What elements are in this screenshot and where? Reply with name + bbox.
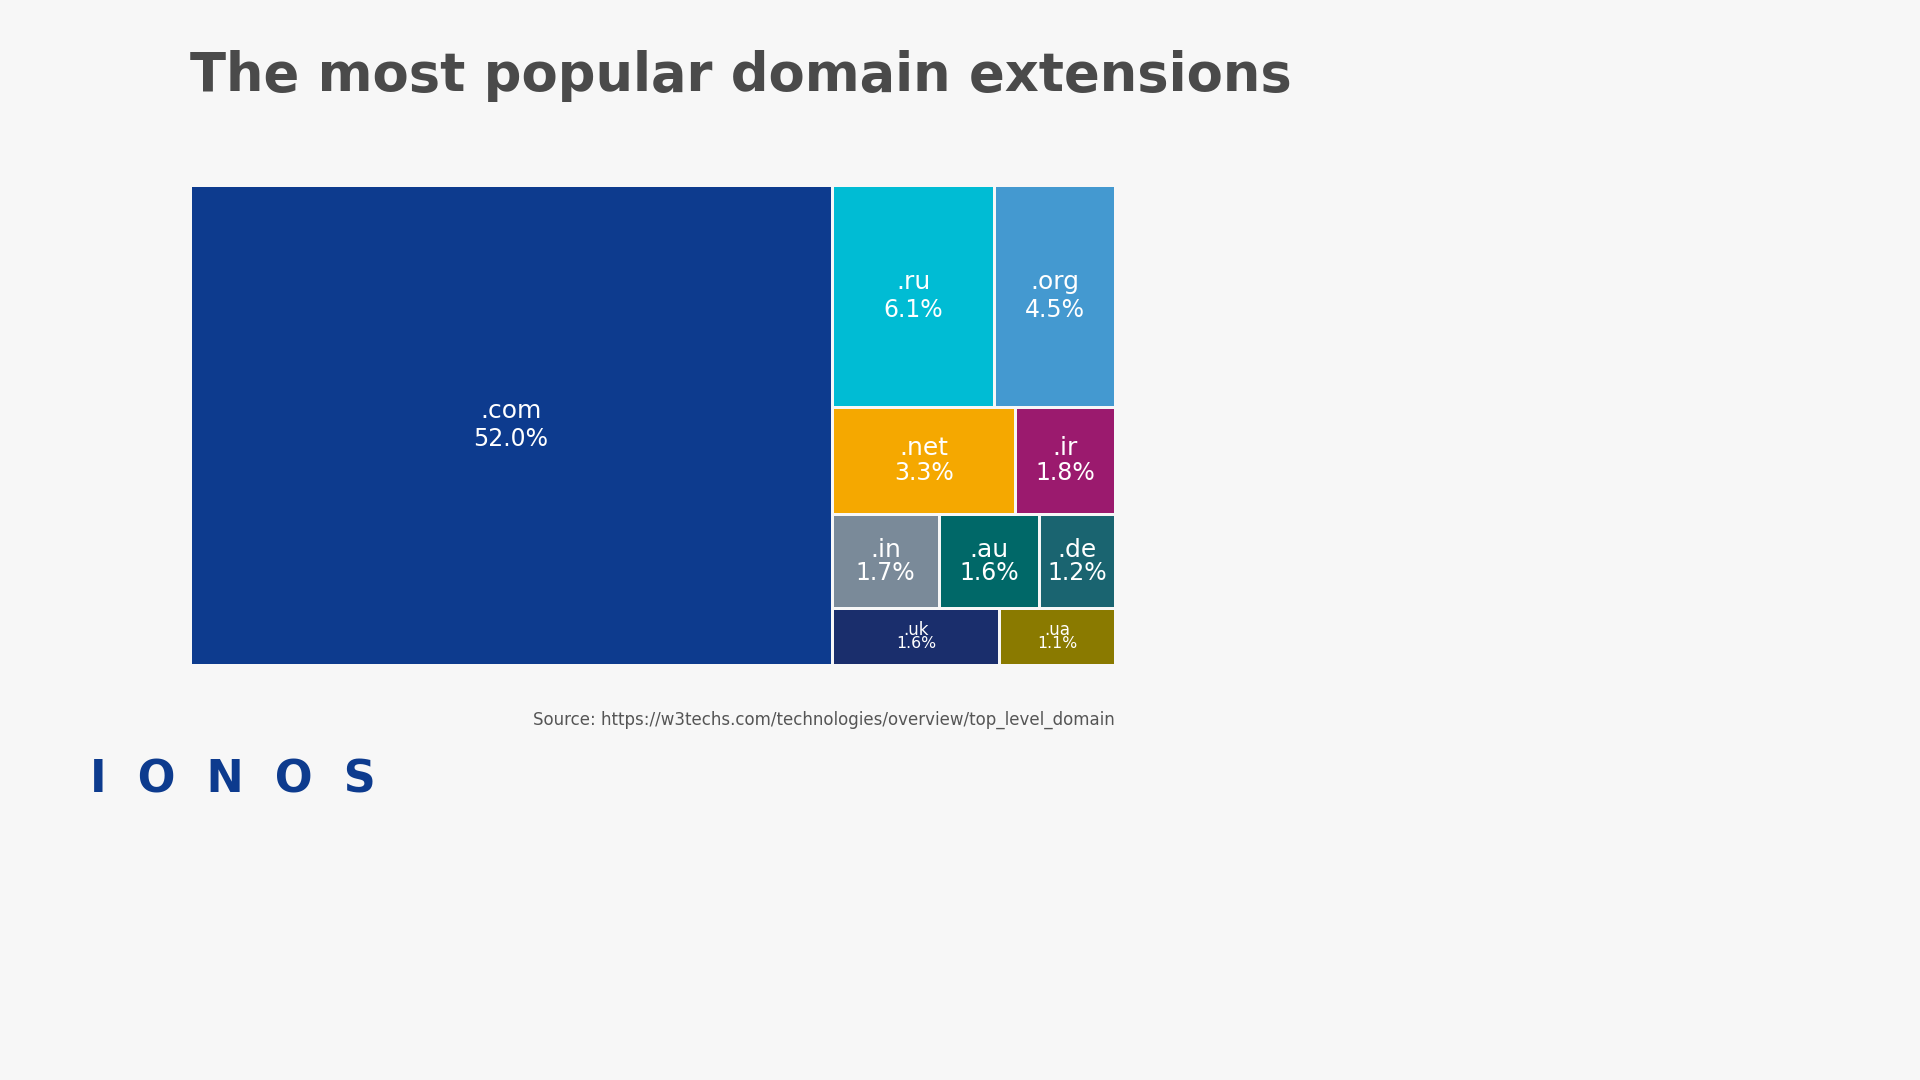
Bar: [833, 408, 1014, 513]
Text: The most popular domain extensions: The most popular domain extensions: [190, 50, 1292, 102]
Text: .in: .in: [870, 538, 900, 562]
Text: .ua: .ua: [1044, 621, 1069, 639]
Text: 1.2%: 1.2%: [1048, 561, 1108, 584]
Text: 4.5%: 4.5%: [1025, 298, 1085, 322]
Bar: [941, 515, 1039, 607]
Text: Source: https://w3techs.com/technologies/overview/top_level_domain: Source: https://w3techs.com/technologies…: [534, 711, 1116, 729]
Bar: [1002, 610, 1114, 663]
Text: 52.0%: 52.0%: [474, 427, 549, 451]
Text: .org: .org: [1031, 270, 1079, 294]
Bar: [1041, 515, 1114, 607]
Text: 1.8%: 1.8%: [1035, 461, 1094, 486]
Text: 1.6%: 1.6%: [897, 636, 937, 651]
Text: I  O  N  O  S: I O N O S: [90, 758, 376, 801]
Text: .de: .de: [1058, 538, 1096, 562]
Text: 1.1%: 1.1%: [1037, 636, 1077, 651]
Text: 6.1%: 6.1%: [883, 298, 943, 322]
Bar: [1018, 408, 1114, 513]
Text: 1.7%: 1.7%: [856, 561, 916, 584]
Bar: [833, 515, 937, 607]
Text: .net: .net: [899, 436, 948, 460]
Text: .ru: .ru: [897, 270, 931, 294]
Text: .ir: .ir: [1052, 436, 1077, 460]
Text: .uk: .uk: [902, 621, 929, 639]
Bar: [833, 187, 993, 406]
Bar: [833, 610, 998, 663]
Bar: [192, 187, 831, 663]
Text: 3.3%: 3.3%: [895, 461, 954, 486]
Text: .au: .au: [970, 538, 1008, 562]
Bar: [996, 187, 1114, 406]
Text: 1.6%: 1.6%: [960, 561, 1020, 584]
Text: .com: .com: [480, 399, 541, 423]
